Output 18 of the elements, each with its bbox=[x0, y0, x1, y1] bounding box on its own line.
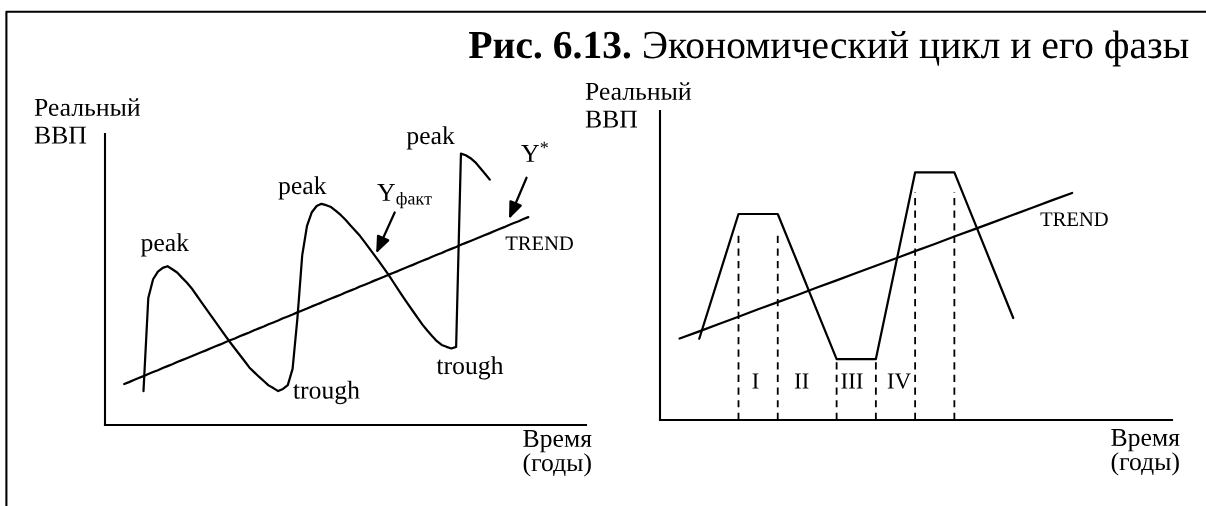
annotation: peak bbox=[278, 176, 327, 200]
annotation: Y$^{*}$ bbox=[521, 141, 548, 162]
annotation: trough bbox=[436, 356, 504, 380]
y-axis-title: Реальный ВВП bbox=[585, 82, 691, 128]
legend-label: TREND bbox=[505, 236, 573, 251]
annotation: IV bbox=[887, 373, 911, 389]
chart-title: Рис. 6.13. Экономический цикл и его фазы bbox=[469, 30, 1189, 67]
annotation: Y$_{факт}$ bbox=[377, 184, 432, 209]
annotation: II bbox=[794, 373, 809, 389]
annotation: peak bbox=[140, 233, 190, 257]
annotation: III bbox=[841, 373, 863, 389]
annotation: I bbox=[752, 373, 759, 389]
y-axis-title: Реальный ВВП bbox=[34, 98, 140, 144]
annotation: trough bbox=[293, 380, 360, 405]
x-axis-title: Время (годы) bbox=[1111, 429, 1180, 476]
text: peak bbox=[406, 126, 455, 150]
series-label: TREND bbox=[1040, 212, 1108, 226]
x-axis-title: Время (годы) bbox=[523, 430, 592, 477]
